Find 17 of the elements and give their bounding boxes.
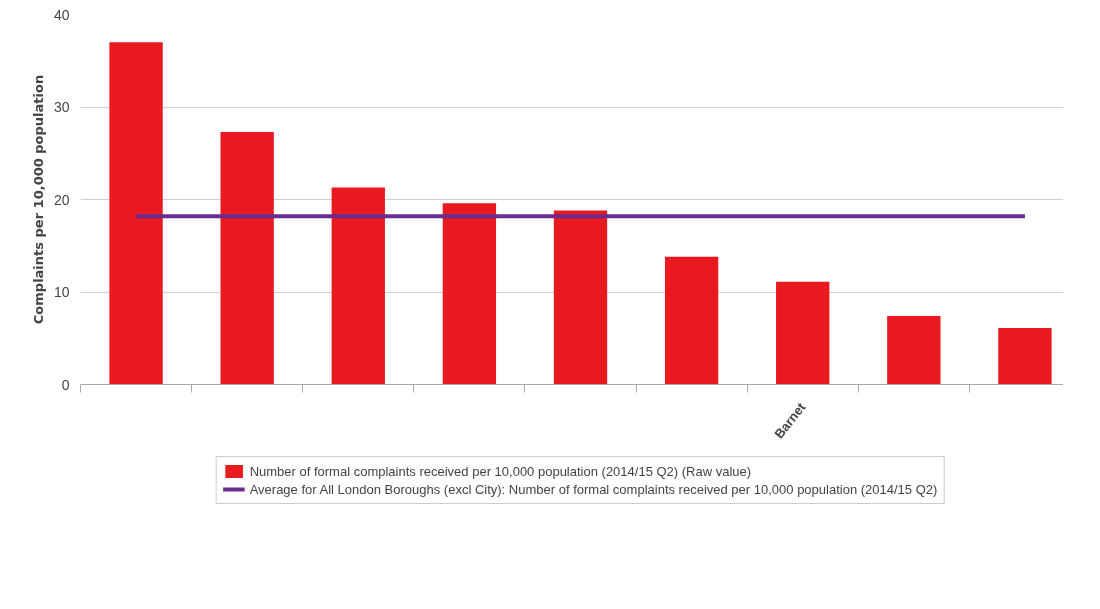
- bar: [109, 42, 163, 385]
- bar: [776, 281, 830, 385]
- bar: [664, 256, 719, 385]
- bar: [442, 203, 497, 385]
- bar: [553, 210, 608, 385]
- bar: [220, 131, 274, 385]
- legend-label: Average for All London Boroughs (excl City): Number of formal complaints received per 10,000 population (2014/15 Q2): [249, 481, 938, 497]
- bar: [998, 328, 1052, 385]
- y-tick-label: 30: [53, 99, 70, 115]
- y-axis-title: Complaints per 10,000 population: [30, 74, 46, 325]
- bar: [887, 316, 941, 385]
- legend-label: Number of formal complaints received per 10,000 population (2014/15 Q2) (Raw value): [249, 463, 752, 479]
- bar: [331, 187, 385, 385]
- y-tick-label: 20: [53, 191, 70, 208]
- y-tick-label: 0: [61, 376, 70, 393]
- y-tick-label: 10: [53, 284, 70, 300]
- y-tick-label: 40: [53, 6, 70, 23]
